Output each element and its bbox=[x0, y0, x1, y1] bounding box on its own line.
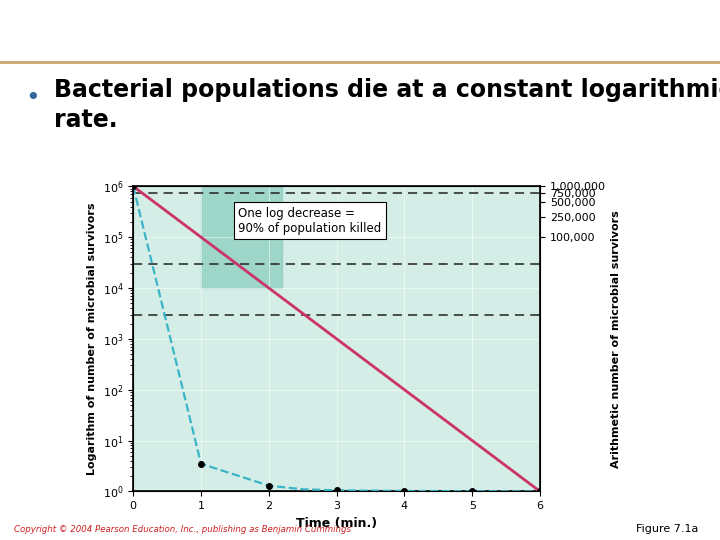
Y-axis label: Logarithm of number of microbial survivors: Logarithm of number of microbial survivo… bbox=[87, 202, 97, 475]
Text: Bacterial populations die at a constant logarithmic
rate.: Bacterial populations die at a constant … bbox=[54, 78, 720, 132]
Text: Figure 7.1a: Figure 7.1a bbox=[636, 523, 698, 534]
Text: One log decrease =
90% of population killed: One log decrease = 90% of population kil… bbox=[238, 206, 382, 234]
Text: •: • bbox=[25, 85, 40, 110]
Text: Copyright © 2004 Pearson Education, Inc., publishing as Benjamin Cummings: Copyright © 2004 Pearson Education, Inc.… bbox=[14, 524, 351, 534]
Y-axis label: Arithmetic number of microbial survivors: Arithmetic number of microbial survivors bbox=[611, 210, 621, 468]
X-axis label: Time (min.): Time (min.) bbox=[296, 517, 377, 530]
